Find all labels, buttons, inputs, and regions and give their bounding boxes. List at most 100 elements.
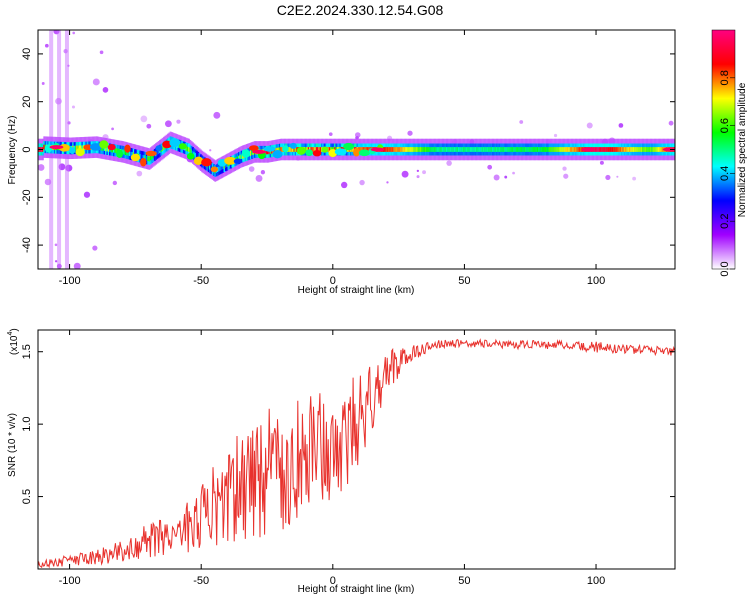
spectrogram-blob (272, 150, 283, 159)
spectrogram-ridge-core (292, 147, 294, 152)
spectrogram-blob (130, 153, 141, 162)
spectrogram-ridge-core (614, 147, 617, 152)
spectrogram-ridge-core (509, 147, 512, 152)
spectrogram-blob (334, 148, 347, 156)
spectrogram-ridge-core (571, 147, 573, 152)
spectrogram-ridge-core (556, 147, 559, 152)
snr-y-scale-label: (x104) (7, 328, 20, 355)
spectrogram-ridge-core (557, 147, 560, 152)
spectrogram-ridge-core (124, 150, 127, 155)
spectrogram-ridge-core (440, 147, 443, 152)
spectrogram-ridge-core (452, 147, 455, 152)
spectrogram-ridge-core (306, 147, 309, 152)
spectrogram-ridge-core (157, 149, 160, 155)
spectrogram-ridge-core (219, 165, 222, 171)
spectrogram-x-tick-label: -100 (59, 275, 81, 287)
spectrogram-ridge-core (521, 147, 523, 152)
spectrogram-ridge-core (538, 147, 541, 152)
spectrogram-ridge-core (563, 147, 566, 152)
spectrogram-ridge-core (647, 147, 650, 152)
spectrogram-ridge-core (406, 147, 409, 152)
spectrogram-ridge-core (156, 150, 159, 156)
spectrogram-ridge-core (131, 152, 134, 157)
spectrogram-x-ticks: -100 -50 0 50 100 (59, 30, 605, 287)
spectrogram-speckle (341, 181, 348, 189)
spectrogram-ridge-core (481, 147, 484, 152)
spectrogram-ridge-core (448, 147, 451, 152)
spectrogram-ridge-core (523, 147, 526, 152)
spectrogram-ridge-core (489, 147, 492, 152)
spectrogram-ridge-core (606, 147, 609, 152)
spectrogram-speckle (407, 130, 413, 136)
snr-y-ticks: 0.5 1.0 1.5 (21, 344, 675, 504)
spectrogram-ridge-core (185, 146, 188, 151)
colorbar: 0.0 0.2 0.4 0.6 0.8 Normalized spectral ampl… (711, 29, 748, 277)
spectrogram-ridge-core (360, 147, 363, 152)
spectrogram-blob (241, 149, 251, 158)
spectrogram-ridge-core (536, 147, 539, 152)
spectrogram-speckle (44, 43, 49, 48)
spectrogram-ridge-core (364, 147, 367, 152)
spectrogram-ridge-core (399, 147, 402, 152)
spectrogram-ridge-core (423, 147, 426, 152)
spectrogram-ridge-core (209, 164, 212, 170)
spectrogram-ridge-core (486, 147, 489, 152)
spectrogram-ridge-core (501, 147, 504, 152)
spectrogram-speckle (213, 111, 221, 119)
snr-x-tick-label: 50 (458, 575, 470, 587)
spectrogram-ridge-core (569, 147, 572, 152)
spectrogram-ridge-core (193, 151, 196, 157)
spectrogram-x-tick-label: 100 (587, 275, 605, 287)
spectrogram-x-tick-label: 0 (330, 275, 336, 287)
snr-panel: -100 -50 0 50 100 0.5 1.0 1.5 Height of straig… (7, 328, 676, 595)
spectrogram-ridge-core (76, 145, 79, 151)
spectrogram-speckle (586, 122, 593, 129)
spectrogram-ridge-core (539, 147, 542, 152)
spectrogram-ridge-core (149, 155, 152, 161)
spectrogram-ridge-core (543, 147, 546, 152)
spectrogram-ridge-core (413, 147, 416, 152)
spectrogram-ridge-core (414, 147, 417, 152)
spectrogram-ridge-core (648, 147, 651, 152)
spectrogram-ridge-core (555, 147, 558, 152)
spectrogram-speckle (146, 123, 152, 129)
spectrogram-ridge-core (506, 147, 509, 152)
spectrogram-ridge-core (77, 145, 80, 151)
spectrogram-blob (116, 149, 124, 159)
spectrogram-ridge-core (144, 155, 147, 161)
spectrogram-ridge-core (496, 147, 498, 152)
spectrogram-ridge-core (390, 147, 393, 152)
spectrogram-ridge-core (427, 147, 430, 152)
spectrogram-ridge-core (226, 162, 229, 167)
snr-x-label: Height of straight line (km) (298, 584, 415, 595)
spectrogram-ridge-core (656, 147, 659, 152)
spectrogram-speckle (512, 171, 515, 175)
spectrogram-blob (296, 146, 306, 155)
spectrogram-speckle (102, 87, 109, 93)
colorbar-tick-label: 0.6 (719, 118, 731, 133)
spectrogram-ridge-core (442, 147, 444, 152)
spectrogram-speckle (493, 174, 500, 181)
spectrogram-ridge-core (293, 147, 296, 152)
spectrogram-speckle (599, 160, 604, 165)
spectrogram-ridge-core (548, 147, 551, 152)
spectrogram-ridge-core (319, 147, 322, 152)
spectrogram-ridge-core (627, 147, 630, 152)
spectrogram-ridge-core (601, 147, 604, 152)
spectrogram-ridge-core (594, 147, 597, 152)
spectrogram-ridge-core (194, 153, 197, 158)
snr-series-line (38, 338, 675, 569)
spectrogram-ridge-core (443, 147, 446, 152)
spectrogram-speckle (38, 164, 45, 171)
spectrogram-ridge-core (515, 147, 518, 152)
snr-y-scale: (x104) (7, 328, 20, 355)
spectrogram-blob (305, 149, 313, 157)
spectrogram-y-tick-label: 20 (21, 96, 33, 108)
spectrogram-ridge-core (598, 147, 601, 152)
spectrogram-ridge-core (490, 147, 493, 152)
spectrogram-speckle (164, 120, 172, 128)
spectrogram-speckle (248, 166, 255, 172)
snr-x-ticks: -100 -50 0 50 100 (59, 330, 605, 587)
spectrogram-speckle (209, 149, 212, 152)
spectrogram-ridge-core (659, 147, 662, 152)
